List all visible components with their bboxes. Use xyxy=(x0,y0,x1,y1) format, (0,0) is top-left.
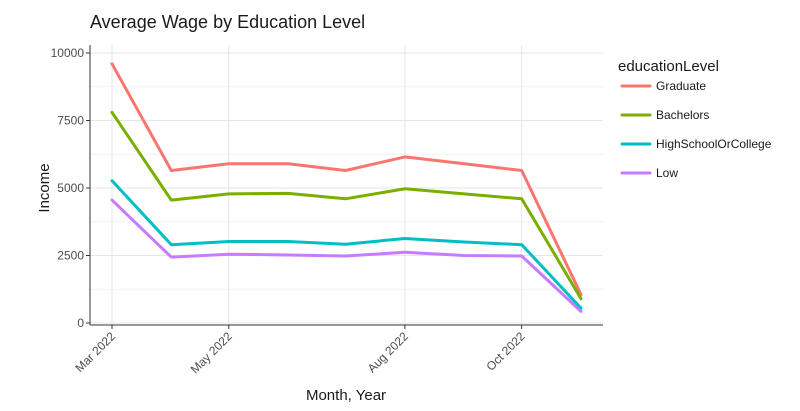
series-line-Graduate xyxy=(110,62,583,297)
chart-title: Average Wage by Education Level xyxy=(90,12,365,32)
legend-title: educationLevel xyxy=(618,58,719,75)
legend-label: HighSchoolOrCollege xyxy=(656,137,772,151)
legend-label: Graduate xyxy=(656,79,706,93)
y-axis-title: Income xyxy=(36,163,53,212)
x-tick-label: Mar 2022 xyxy=(72,329,118,375)
series-line-Low xyxy=(110,198,583,313)
series-line-HighSchoolOrCollege xyxy=(110,179,583,310)
x-axis-ticks: Mar 2022 May 2022 Aug 2022 Oct 2022 xyxy=(72,325,528,376)
x-axis-title: Month, Year xyxy=(306,387,386,404)
x-tick-label: Aug 2022 xyxy=(365,329,411,375)
series-lines xyxy=(110,62,583,313)
legend-label: Bachelors xyxy=(656,108,709,122)
y-tick-label: 7500 xyxy=(57,114,84,128)
y-axis-ticks: 0 2500 5000 7500 10000 xyxy=(51,46,90,330)
x-tick-label: May 2022 xyxy=(188,329,235,376)
y-tick-label: 5000 xyxy=(57,181,84,195)
y-tick-label: 10000 xyxy=(51,46,85,60)
series-line-Bachelors xyxy=(110,110,583,301)
legend: educationLevel Graduate Bachelors HighScho… xyxy=(618,58,772,180)
axes xyxy=(89,45,603,326)
y-tick-label: 0 xyxy=(77,316,84,330)
x-tick-label: Oct 2022 xyxy=(483,329,528,374)
y-tick-label: 2500 xyxy=(57,249,84,263)
grid xyxy=(90,45,603,325)
legend-label: Low xyxy=(656,166,678,180)
